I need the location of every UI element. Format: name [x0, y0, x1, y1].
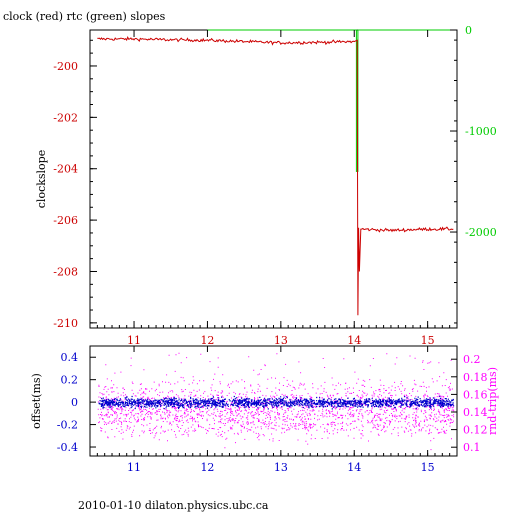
x-tick-label: 13 [274, 461, 288, 474]
offset-y-label: offset(ms) [30, 373, 43, 429]
footer-caption: 2010-01-10 dilaton.physics.ubc.ca [78, 499, 269, 512]
y-tick-label: -202 [53, 111, 78, 124]
x-tick-label: 15 [421, 334, 435, 347]
y2-tick-label: 0.12 [463, 424, 488, 437]
y-tick-label: 0.4 [61, 351, 79, 364]
y2-tick-label: -1000 [465, 125, 497, 138]
y-tick-label: -0.4 [57, 441, 78, 454]
y2-tick-label: 0.14 [463, 406, 488, 419]
x-tick-label: 12 [200, 334, 214, 347]
x-tick-label: 15 [421, 461, 435, 474]
y2-tick-label: 0.2 [463, 353, 481, 366]
y-tick-label: -206 [53, 214, 78, 227]
slopes-plot-frame [89, 29, 458, 329]
offset-plot: 11 12 13 14 15 0.4 0.2 0 -0.2 -0.4 0.2 0.18 0.16 0.14… [30, 345, 499, 474]
y2-tick-label: 0.16 [463, 388, 488, 401]
slopes-plot: 11 12 13 14 15 -200 -202 -204 -206 -208 -210 0 -1000… [35, 24, 497, 347]
x-tick-label: 14 [347, 334, 361, 347]
y-tick-label: -210 [53, 317, 78, 330]
y2-tick-label: 0 [465, 24, 472, 37]
y-tick-label: 0.2 [61, 374, 79, 387]
offset-points [98, 395, 455, 410]
roundtrip-y-label: rnd-trip(ms) [486, 367, 499, 435]
offset-series [97, 352, 455, 451]
y-tick-label: -200 [53, 60, 78, 73]
y2-tick-label: 0.18 [463, 371, 488, 384]
y-tick-label: 0 [71, 396, 78, 409]
x-tick-label: 11 [127, 334, 141, 347]
y2-tick-label: -2000 [465, 226, 497, 239]
rtc-series-line [207, 29, 454, 172]
y2-tick-label: 0.1 [463, 441, 481, 454]
slopes-axes: 11 12 13 14 15 -200 -202 -204 -206 -208 -210 0 -1000… [53, 24, 496, 347]
y-tick-label: -204 [53, 163, 78, 176]
y-tick-label: -208 [53, 265, 78, 278]
x-tick-label: 13 [274, 334, 288, 347]
x-tick-label: 14 [347, 461, 361, 474]
y-tick-label: -0.2 [57, 419, 78, 432]
slopes-series [97, 29, 454, 316]
slopes-y-label: clockslope [35, 150, 48, 208]
offset-axes: 11 12 13 14 15 0.4 0.2 0 -0.2 -0.4 0.2 0.18 0.16 0.14… [57, 346, 488, 474]
x-tick-label: 12 [200, 461, 214, 474]
clock-series-line [97, 35, 454, 316]
x-tick-label: 11 [127, 461, 141, 474]
chart-title: clock (red) rtc (green) slopes [3, 10, 166, 23]
